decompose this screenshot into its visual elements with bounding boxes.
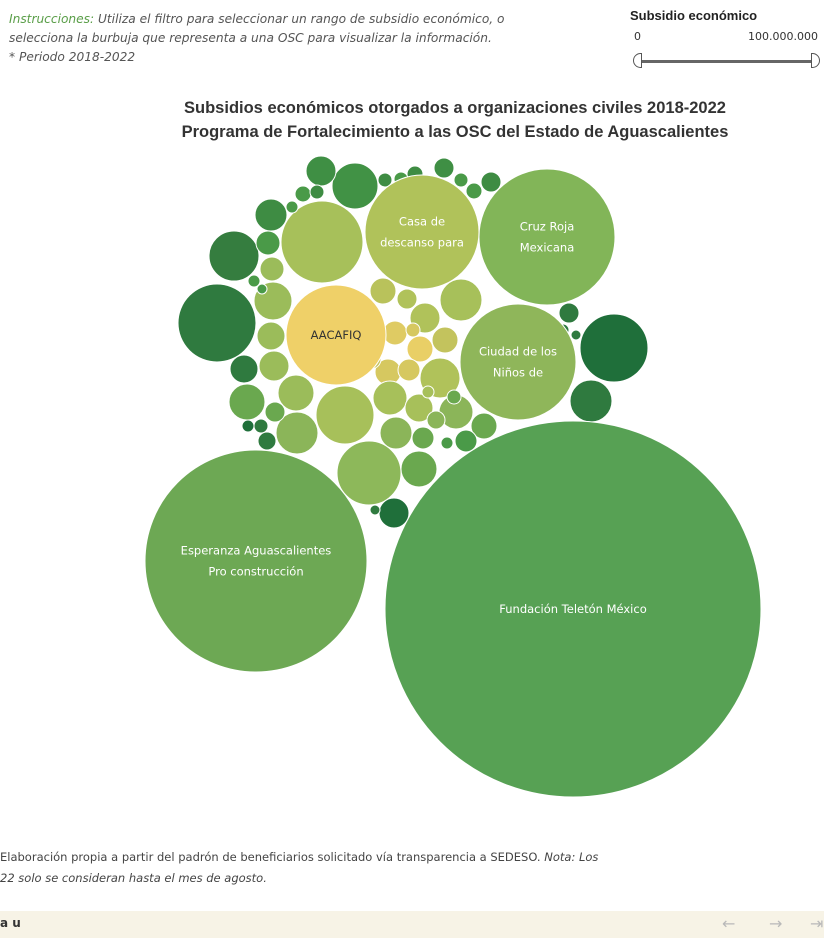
bubble-osc-labeled[interactable] bbox=[478, 168, 616, 306]
bubble-osc-labeled[interactable] bbox=[144, 449, 368, 673]
bubble-label: Casa de bbox=[399, 215, 445, 229]
bubble-osc[interactable] bbox=[411, 426, 435, 450]
bubble-osc-labeled[interactable] bbox=[459, 303, 577, 421]
bubble-osc[interactable] bbox=[229, 354, 259, 384]
bubble-osc[interactable] bbox=[406, 335, 434, 363]
filter-title: Subsidio económico bbox=[630, 8, 758, 23]
bubble-osc[interactable] bbox=[396, 288, 418, 310]
bubble-label: Mexicana bbox=[520, 241, 575, 255]
bubble-label: Fundación Teletón México bbox=[499, 602, 646, 616]
tableau-logo: a u bbox=[0, 916, 21, 930]
bubble-osc[interactable] bbox=[446, 389, 462, 405]
bubble-osc[interactable] bbox=[453, 172, 469, 188]
bubble-osc[interactable] bbox=[247, 274, 261, 288]
source-note-label: Nota: Los bbox=[544, 850, 599, 864]
bubble-osc[interactable] bbox=[454, 429, 478, 453]
bubble-osc-labeled[interactable] bbox=[364, 174, 480, 290]
bubble-osc[interactable] bbox=[277, 374, 315, 412]
bottom-toolbar: a u ← → ⇥ bbox=[0, 911, 824, 938]
filter-min-label: 0 bbox=[634, 30, 641, 43]
bubble-osc[interactable] bbox=[377, 172, 393, 188]
source-line-1: Elaboración propia a partir del padrón d… bbox=[0, 847, 824, 868]
bubble-osc[interactable] bbox=[256, 321, 286, 351]
bubble-osc-labeled[interactable] bbox=[285, 284, 387, 386]
bubble-osc[interactable] bbox=[397, 358, 421, 382]
bubble-osc[interactable] bbox=[258, 350, 290, 382]
bubble-osc[interactable] bbox=[309, 184, 325, 200]
chart-title-line-2: Programa de Fortalecimiento a las OSC de… bbox=[181, 123, 729, 141]
bubble-osc[interactable] bbox=[558, 302, 580, 324]
bubble-label: Cruz Roja bbox=[520, 220, 575, 234]
bubble-osc[interactable] bbox=[315, 385, 375, 445]
bubble-osc[interactable] bbox=[305, 155, 337, 187]
back-arrow-icon[interactable]: ← bbox=[722, 914, 736, 933]
bubble-osc[interactable] bbox=[405, 322, 421, 338]
bubble-osc[interactable] bbox=[257, 431, 277, 451]
instructions-lead: Instrucciones: bbox=[9, 12, 95, 26]
bubble-osc[interactable] bbox=[369, 504, 381, 516]
bubble-osc[interactable] bbox=[241, 419, 255, 433]
instructions-line-1: Instrucciones: Utiliza el filtro para se… bbox=[9, 10, 569, 29]
bubble-chart: Fundación Teletón México Esperanza Aguasc… bbox=[144, 155, 762, 798]
bubble-osc[interactable] bbox=[431, 326, 459, 354]
bubble-osc[interactable] bbox=[264, 401, 286, 423]
bubble-label: Niños de bbox=[493, 366, 543, 380]
bubble-label: descanso para bbox=[380, 236, 464, 250]
bubble-osc[interactable] bbox=[440, 436, 454, 450]
bubble-osc[interactable] bbox=[379, 416, 413, 450]
instructions-line-3: * Periodo 2018-2022 bbox=[9, 50, 136, 64]
bubble-label: Pro construcción bbox=[208, 565, 303, 579]
bubble-osc[interactable] bbox=[228, 383, 266, 421]
source-note: Elaboración propia a partir del padrón d… bbox=[0, 847, 824, 889]
bubble-osc[interactable] bbox=[259, 256, 285, 282]
bubble-osc[interactable] bbox=[177, 283, 257, 363]
bubble-osc[interactable] bbox=[569, 379, 613, 423]
bubble-osc[interactable] bbox=[382, 320, 408, 346]
bubble-osc[interactable] bbox=[255, 230, 281, 256]
bubble-osc[interactable] bbox=[294, 185, 312, 203]
share-icon[interactable]: ⇥ bbox=[810, 914, 824, 933]
instructions-line-2: selecciona la burbuja que representa a u… bbox=[9, 31, 492, 45]
bubble-osc[interactable] bbox=[256, 283, 268, 295]
bubble-osc[interactable] bbox=[331, 162, 379, 210]
slider-handle-min[interactable] bbox=[633, 53, 642, 68]
source-text: Elaboración propia a partir del padrón d… bbox=[0, 850, 545, 864]
bubble-osc[interactable] bbox=[208, 230, 260, 282]
source-line-2: 22 solo se consideran hasta el mes de ag… bbox=[0, 871, 267, 885]
slider-track[interactable] bbox=[638, 60, 814, 63]
bubble-osc[interactable] bbox=[336, 440, 402, 506]
bubble-osc[interactable] bbox=[400, 450, 438, 488]
bubble-osc[interactable] bbox=[433, 157, 455, 179]
bubble-osc[interactable] bbox=[421, 385, 435, 399]
bubble-osc[interactable] bbox=[253, 418, 269, 434]
bubble-osc[interactable] bbox=[285, 200, 299, 214]
subsidy-range-filter[interactable]: Subsidio económico 0 100.000.000 bbox=[630, 8, 824, 78]
bubble-label: Ciudad de los bbox=[479, 345, 557, 359]
bubble-label: AACAFIQ bbox=[311, 328, 362, 342]
bubble-osc-labeled[interactable] bbox=[384, 420, 762, 798]
bubble-osc[interactable] bbox=[378, 497, 410, 529]
forward-arrow-icon[interactable]: → bbox=[769, 914, 783, 933]
chart-title-line-1: Subsidios económicos otorgados a organiz… bbox=[184, 99, 726, 117]
bubble-osc[interactable] bbox=[372, 380, 408, 416]
chart-title: Subsidios económicos otorgados a organiz… bbox=[0, 96, 824, 144]
instructions-text-1: Utiliza el filtro para seleccionar un ra… bbox=[94, 12, 505, 26]
bubble-osc[interactable] bbox=[579, 313, 649, 383]
instructions: Instrucciones: Utiliza el filtro para se… bbox=[9, 10, 569, 67]
bubble-osc[interactable] bbox=[275, 411, 319, 455]
bubble-osc[interactable] bbox=[254, 198, 288, 232]
bubble-osc[interactable] bbox=[470, 412, 498, 440]
bubble-osc[interactable] bbox=[280, 200, 364, 284]
bubble-osc[interactable] bbox=[369, 277, 397, 305]
bubble-osc[interactable] bbox=[426, 410, 446, 430]
bubble-osc[interactable] bbox=[439, 278, 483, 322]
bubble-label: Esperanza Aguascalientes bbox=[181, 544, 332, 558]
bubble-osc[interactable] bbox=[570, 329, 582, 341]
filter-max-label: 100.000.000 bbox=[748, 30, 818, 43]
bubble-osc[interactable] bbox=[465, 182, 483, 200]
bubble-osc[interactable] bbox=[480, 171, 502, 193]
bubble-osc[interactable] bbox=[404, 393, 434, 423]
